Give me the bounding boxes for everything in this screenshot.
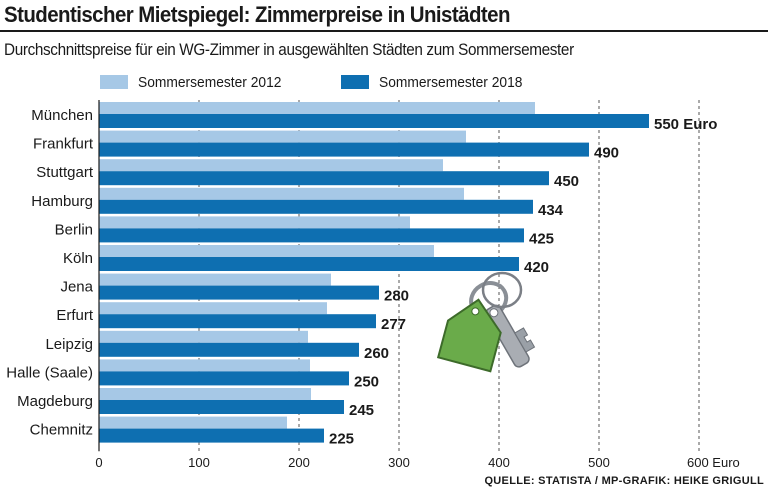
bar-2018	[99, 400, 344, 414]
value-label-2018: 434	[538, 202, 564, 219]
bar-2018	[99, 371, 349, 386]
category-label: Köln	[63, 250, 93, 267]
title-rule	[0, 30, 768, 32]
category-label: Leipzig	[45, 336, 93, 353]
bars-layer	[99, 102, 649, 443]
value-label-2018: 260	[364, 345, 389, 362]
value-label-2018: 245	[349, 402, 374, 419]
x-tick-label: 200	[288, 455, 310, 470]
x-tick-label: 400	[488, 455, 510, 470]
value-label-2018: 490	[594, 145, 619, 162]
key-icon	[469, 281, 536, 368]
x-tick-label: 600 Euro	[687, 455, 740, 470]
value-label-2018: 450	[554, 173, 579, 190]
bar-2012	[99, 416, 287, 429]
legend-swatch-2012	[100, 75, 128, 89]
bar-2018	[99, 342, 359, 357]
category-label: Stuttgart	[36, 164, 94, 181]
category-label: München	[31, 107, 93, 124]
category-label: Frankfurt	[33, 136, 94, 153]
legend-item-2012: Sommersemester 2012	[100, 73, 294, 91]
category-label: Hamburg	[31, 193, 93, 210]
bar-2018	[99, 114, 649, 128]
value-label-2018: 420	[524, 259, 549, 276]
bar-2012	[99, 159, 443, 172]
house-keychain-icon	[436, 298, 502, 373]
legend-label-2012: Sommersemester 2012	[138, 73, 282, 91]
bar-2012	[99, 359, 310, 372]
x-tick-label: 100	[188, 455, 210, 470]
category-label: Magdeburg	[17, 393, 93, 410]
x-tick-label: 500	[588, 455, 610, 470]
bar-2012	[99, 130, 466, 143]
keys-illustration	[436, 271, 536, 373]
bar-2018	[99, 228, 524, 243]
bar-2012	[99, 330, 308, 343]
category-label: Halle (Saale)	[6, 364, 93, 381]
x-tick-label: 300	[388, 455, 410, 470]
value-label-2018: 225	[329, 431, 354, 448]
bar-2012	[99, 388, 311, 400]
legend-item-2018: Sommersemester 2018	[341, 73, 535, 91]
bar-2012	[99, 187, 464, 200]
bar-2012	[99, 245, 434, 257]
bar-2012	[99, 302, 327, 315]
source-note: QUELLE: STATISTA / MP-GRAFIK: HEIKE GRIG…	[484, 475, 764, 487]
value-label-2018: 425	[529, 230, 554, 247]
bar-2012	[99, 102, 535, 114]
axis-layer: 0 100 200 300 400 500 600 Euro	[95, 100, 740, 470]
legend-swatch-2018	[341, 75, 369, 89]
legend-label-2018: Sommersemester 2018	[379, 73, 523, 91]
value-label-2018: 280	[384, 288, 409, 305]
bar-2018	[99, 285, 379, 300]
category-label: Chemnitz	[30, 422, 93, 439]
bar-2018	[99, 428, 324, 443]
category-label: Berlin	[55, 221, 93, 238]
bar-2018	[99, 142, 589, 157]
chart-subtitle: Durchschnittspreise für ein WG-Zimmer in…	[4, 40, 574, 59]
labels-layer: München 550 Euro Frankfurt 490 Stuttgart 450 H…	[6, 107, 717, 448]
bar-2018	[99, 257, 519, 271]
key-ring	[481, 271, 523, 309]
bar-2012	[99, 273, 331, 286]
category-label: Erfurt	[56, 307, 94, 324]
bar-2018	[99, 314, 376, 329]
category-label: Jena	[60, 279, 93, 296]
x-tick-label: 0	[95, 455, 102, 470]
bar-2018	[99, 199, 533, 214]
bar-2012	[99, 216, 410, 229]
value-label-2018: 277	[381, 316, 406, 333]
bar-2018	[99, 171, 549, 186]
value-label-2018: 250	[354, 373, 379, 390]
chart-title: Studentischer Mietspiegel: Zimmerpreise …	[4, 2, 510, 27]
value-label-2018: 550 Euro	[654, 116, 717, 133]
